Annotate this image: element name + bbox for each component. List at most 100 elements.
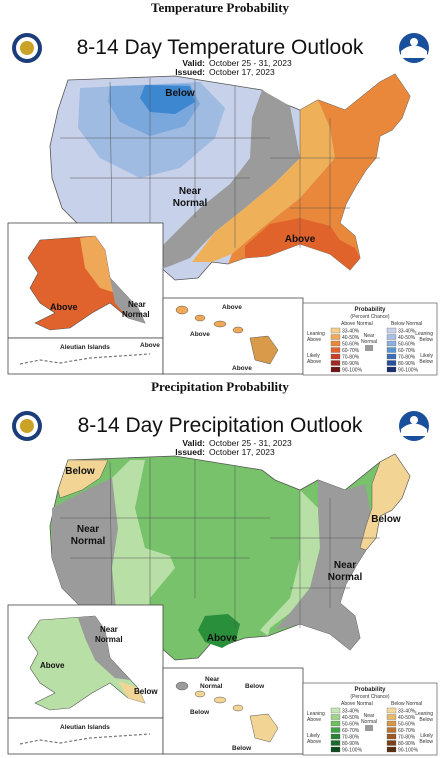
near-normal-band xyxy=(150,90,300,268)
legend-bin-left: 90-100% xyxy=(342,748,363,754)
legend-swatch-right xyxy=(386,720,397,727)
alaska-label-below: Below xyxy=(134,687,158,696)
legend-box xyxy=(302,682,438,756)
legend-swatch-right xyxy=(386,360,397,366)
issued-value: October 17, 2023 xyxy=(209,447,275,457)
precipitation-legend: Probability(Percent Chance)Above Normal B… xyxy=(302,682,438,756)
aleutian-label: Aleutian Islands xyxy=(60,724,110,731)
legend-bin-left: 70-80% xyxy=(342,735,360,741)
alaska-label-above: Above xyxy=(50,302,78,312)
legend-right-lean-2: Below xyxy=(419,337,433,343)
hawaii-inset xyxy=(162,667,304,755)
label-near: Near xyxy=(179,186,201,197)
legend-swatch-left xyxy=(330,366,341,373)
below-max-region xyxy=(140,85,195,114)
legend-bin-left: 33-40% xyxy=(342,709,360,715)
hawaii-label-below-2: Below xyxy=(190,709,210,716)
hawaii-label-near: Near xyxy=(205,676,220,683)
hawaii-label-normal: Normal xyxy=(200,683,223,690)
legend-right-likely-2: Below xyxy=(419,359,433,365)
legend-swatch-left xyxy=(330,334,341,340)
aleutian-inset xyxy=(7,337,164,375)
legend-subtitle: (Percent Chance) xyxy=(350,314,390,320)
legend-right-likely-1: Likely xyxy=(420,733,433,739)
alaska-near-normal xyxy=(78,616,130,680)
legend-near-1: Near xyxy=(364,333,375,339)
lean-above-east-band xyxy=(260,490,320,636)
hawaii-islands xyxy=(175,305,279,365)
legend-left-likely-2: Above xyxy=(307,359,321,365)
legend-swatch-left xyxy=(330,714,341,720)
legend-left-likely-1: Likely xyxy=(307,353,320,359)
alaska-label-above: Above xyxy=(40,661,65,670)
near-normal-west xyxy=(52,478,118,630)
label-near-east: Near xyxy=(334,560,356,571)
label-above: Above xyxy=(285,234,316,245)
legend-near-1: Near xyxy=(364,713,375,719)
label-below: Below xyxy=(165,88,195,99)
label-normal: Normal xyxy=(173,198,208,209)
legend-swatch-left xyxy=(330,360,341,366)
legend-bin-right: 33-40% xyxy=(398,709,416,715)
alaska-above-light xyxy=(80,236,125,296)
legend-swatch-left xyxy=(330,327,341,334)
above-normal-light xyxy=(192,100,335,262)
aleutian-label-above: Above xyxy=(140,342,160,349)
legend-right-likely-2: Below xyxy=(419,739,433,745)
legend-swatch-left xyxy=(330,746,341,753)
valid-label: Valid: xyxy=(182,438,205,448)
legend-swatch-right xyxy=(386,727,397,733)
aleutian-chain xyxy=(19,733,151,745)
label-above: Above xyxy=(207,633,238,644)
legend-bin-right: 70-80% xyxy=(398,355,416,361)
aleutian-label: Aleutian Islands xyxy=(60,344,110,351)
legend-left-lean-1: Leaning xyxy=(307,711,325,717)
legend-near-2: Normal xyxy=(361,339,377,345)
legend-right-head: Below Normal xyxy=(391,321,422,327)
hawaii-label-above-1: Above xyxy=(222,304,242,311)
legend-left-lean-2: Above xyxy=(307,337,321,343)
below-northwest xyxy=(57,459,109,499)
legend-swatch-right xyxy=(386,366,397,373)
lean-above-band xyxy=(112,460,175,638)
legend-swatch-right xyxy=(386,347,397,353)
legend-swatch-left xyxy=(330,353,341,360)
alaska-label-near: Near xyxy=(100,625,118,634)
legend-bin-right: 90-100% xyxy=(398,368,419,374)
above-normal-mid xyxy=(228,74,410,270)
aleutian-inset xyxy=(7,717,164,755)
legend-right-lean-1: Leaning xyxy=(415,711,433,717)
legend-left-head: Above Normal xyxy=(341,321,373,327)
legend-left-head: Above Normal xyxy=(341,701,373,707)
aleutian-chain xyxy=(19,353,151,365)
legend-bin-left: 50-60% xyxy=(342,722,360,728)
legend-bin-right: 80-90% xyxy=(398,741,416,747)
alaska-label-normal: Normal xyxy=(95,635,123,644)
legend-right-lean-2: Below xyxy=(419,717,433,723)
alaska-label-near: Near xyxy=(128,300,146,309)
issued-label: Issued: xyxy=(175,447,205,457)
noaa-logo-icon xyxy=(399,33,429,63)
label-normal-west: Normal xyxy=(71,536,106,547)
hawaii-label-above-2: Above xyxy=(190,331,210,338)
legend-bin-right: 50-60% xyxy=(398,722,416,728)
legend-left-lean-2: Above xyxy=(307,717,321,723)
legend-box xyxy=(302,302,438,376)
legend-title: Probability xyxy=(354,687,386,693)
alaska-below xyxy=(118,681,145,703)
legend-left-lean-1: Leaning xyxy=(307,331,325,337)
legend-bin-left: 60-70% xyxy=(342,348,360,354)
doc-seal-icon xyxy=(12,33,42,63)
legend-swatch-right xyxy=(386,334,397,340)
label-near-west: Near xyxy=(77,524,99,535)
legend-swatch-right xyxy=(386,327,397,334)
legend-swatch-right xyxy=(386,746,397,753)
legend-swatch-left xyxy=(330,733,341,740)
precipitation-map-title: 8-14 Day Precipitation Outlook xyxy=(78,414,363,437)
doc-seal-icon xyxy=(12,411,42,441)
issued-label: Issued: xyxy=(175,67,205,77)
precipitation-map: 8-14 Day Precipitation Outlook Valid: Oc… xyxy=(7,411,438,756)
legend-left-likely-2: Above xyxy=(307,739,321,745)
legend-subtitle: (Percent Chance) xyxy=(350,694,390,700)
noaa-logo-icon xyxy=(399,411,429,441)
